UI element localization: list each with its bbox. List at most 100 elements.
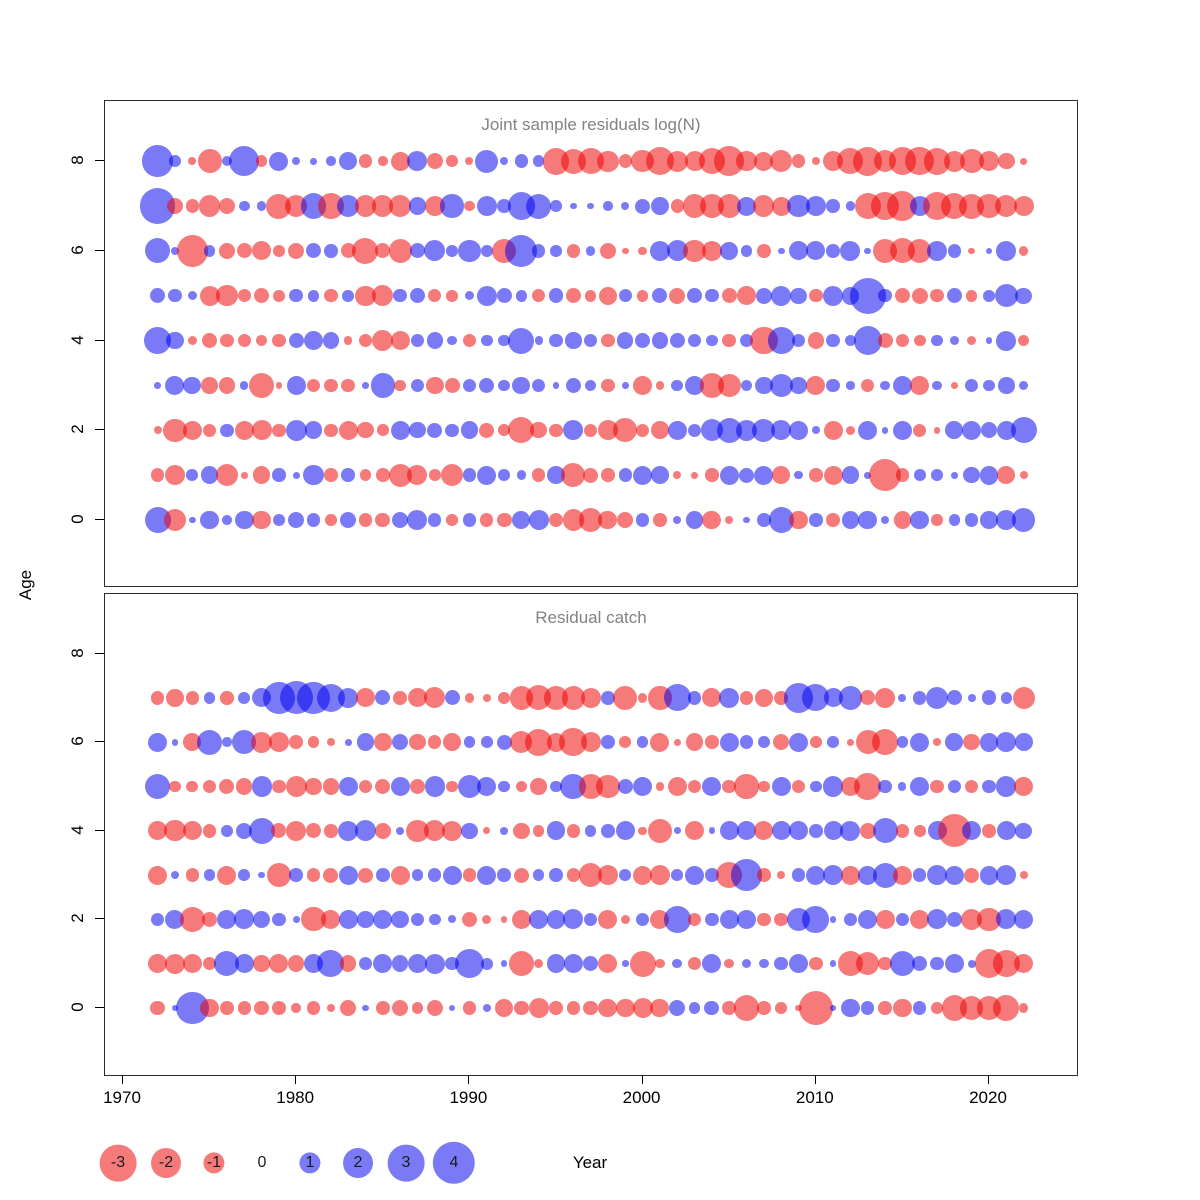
bubble xyxy=(790,287,807,304)
bubble xyxy=(218,197,236,215)
bubble xyxy=(806,375,826,395)
bubble xyxy=(166,689,184,707)
y-tick xyxy=(95,1007,104,1008)
bubble xyxy=(809,736,822,748)
bubble xyxy=(197,149,222,174)
bubble xyxy=(443,733,461,752)
bubble xyxy=(446,289,458,302)
bubble xyxy=(910,375,930,395)
bubble xyxy=(733,995,760,1021)
bubble xyxy=(671,379,684,392)
bubble xyxy=(583,467,599,483)
bubble xyxy=(947,779,962,794)
bubble xyxy=(823,776,844,797)
bubble xyxy=(549,1001,563,1015)
bubble xyxy=(248,817,275,844)
bubble xyxy=(598,510,618,530)
bubble xyxy=(598,909,618,929)
bubble xyxy=(269,151,289,171)
bubble xyxy=(526,193,552,219)
bubble xyxy=(234,510,254,530)
bubble xyxy=(633,865,653,885)
bubble xyxy=(892,375,912,395)
bubble xyxy=(587,202,594,210)
bubble xyxy=(669,999,686,1017)
bubble xyxy=(141,145,174,177)
bubble xyxy=(910,777,930,796)
bubble xyxy=(840,240,861,261)
bubble xyxy=(705,289,719,303)
bubble xyxy=(508,951,534,977)
bubble xyxy=(858,909,878,929)
bubble xyxy=(617,779,633,794)
bubble xyxy=(307,736,320,748)
bubble xyxy=(805,195,826,217)
bubble xyxy=(996,509,1017,531)
bubble xyxy=(324,244,338,258)
bubble xyxy=(202,911,218,927)
bubble xyxy=(338,909,358,929)
bubble xyxy=(532,869,545,881)
bubble xyxy=(480,736,493,748)
bubble xyxy=(427,422,443,438)
bubble xyxy=(618,154,632,168)
bubble xyxy=(996,821,1016,841)
bubble xyxy=(633,465,653,485)
bubble xyxy=(326,1003,335,1013)
bubble xyxy=(806,865,826,885)
bubble xyxy=(236,243,252,259)
bubble xyxy=(499,157,509,166)
bubble xyxy=(391,511,409,529)
bubble xyxy=(858,420,878,440)
x-tick xyxy=(641,1075,643,1084)
bubble xyxy=(388,463,412,487)
bubble xyxy=(530,778,547,795)
bubble xyxy=(620,914,630,925)
bubble xyxy=(201,377,218,394)
bubble xyxy=(795,1004,802,1012)
bubble xyxy=(809,824,823,838)
bubble xyxy=(651,421,669,440)
bubble xyxy=(512,376,531,395)
bubble xyxy=(406,819,429,842)
bubble xyxy=(376,868,390,882)
bubble xyxy=(615,998,635,1018)
bubble xyxy=(325,514,337,526)
bubble xyxy=(754,465,774,485)
bubble xyxy=(809,468,823,482)
bubble xyxy=(495,999,513,1017)
bubble xyxy=(475,149,499,173)
bubble xyxy=(185,691,199,705)
bubble xyxy=(407,954,427,974)
bubble xyxy=(272,779,286,794)
bubble xyxy=(910,732,930,752)
bubble xyxy=(464,693,475,703)
legend-circle xyxy=(99,1144,137,1182)
bubble xyxy=(964,378,979,393)
bubble xyxy=(202,779,217,794)
bubble xyxy=(635,513,650,527)
bubble xyxy=(273,289,285,302)
bubble xyxy=(182,821,202,841)
bubble xyxy=(791,154,806,168)
bubble xyxy=(388,239,412,263)
bubble xyxy=(269,954,289,974)
y-tick-label: 2 xyxy=(68,913,87,924)
bubble xyxy=(306,243,321,259)
bubble xyxy=(409,733,426,751)
bubble xyxy=(215,464,239,487)
bubble xyxy=(719,687,740,708)
bubble xyxy=(446,155,458,167)
bubble xyxy=(461,911,477,927)
bubble xyxy=(895,468,910,482)
bubble xyxy=(324,378,338,393)
bubble xyxy=(355,285,376,306)
bubble xyxy=(615,821,635,841)
bubble xyxy=(877,333,893,349)
bubble xyxy=(203,245,216,257)
bubble xyxy=(561,686,585,710)
bubble xyxy=(546,821,566,841)
bubble xyxy=(358,956,373,971)
bubble xyxy=(305,778,322,795)
bubble xyxy=(911,287,928,304)
